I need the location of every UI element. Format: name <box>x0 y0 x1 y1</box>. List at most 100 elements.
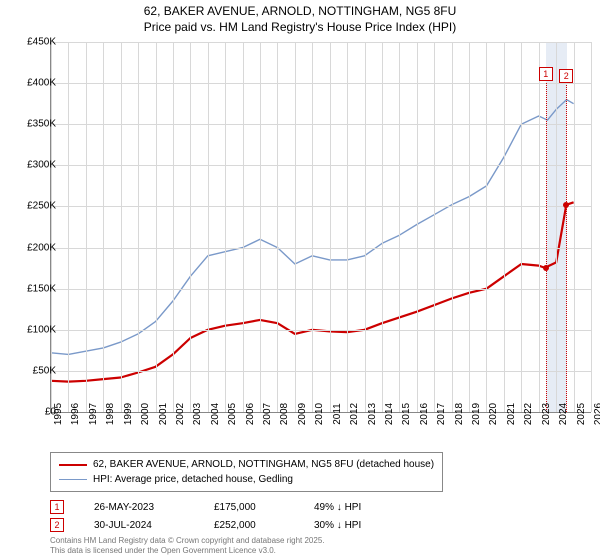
x-axis-label: 2016 <box>419 403 430 425</box>
x-axis-label: 2017 <box>436 403 447 425</box>
gridline-vertical <box>156 42 157 412</box>
chart-svg <box>51 42 591 412</box>
legend-label: HPI: Average price, detached house, Gedl… <box>93 472 293 487</box>
x-axis-label: 2023 <box>541 403 552 425</box>
gridline-horizontal <box>51 206 591 207</box>
gridline-vertical <box>208 42 209 412</box>
gridline-horizontal <box>51 330 591 331</box>
gridline-horizontal <box>51 289 591 290</box>
gridline-vertical <box>277 42 278 412</box>
chart-title-block: 62, BAKER AVENUE, ARNOLD, NOTTINGHAM, NG… <box>0 0 600 35</box>
title-line-2: Price paid vs. HM Land Registry's House … <box>0 20 600 36</box>
x-axis-label: 1997 <box>88 403 99 425</box>
gridline-horizontal <box>51 124 591 125</box>
x-axis-label: 2024 <box>558 403 569 425</box>
x-axis-label: 2011 <box>332 403 343 425</box>
x-axis-label: 2012 <box>349 403 360 425</box>
sale-hpi-diff: 49% ↓ HPI <box>314 502 404 513</box>
x-axis-label: 2021 <box>506 403 517 425</box>
sale-marker-dot <box>543 265 549 271</box>
x-axis-label: 2022 <box>523 403 534 425</box>
chart-plot-area: 12 <box>50 42 591 413</box>
gridline-vertical <box>260 42 261 412</box>
x-axis-label: 2010 <box>314 403 325 425</box>
y-axis-label: £400K <box>27 78 56 89</box>
x-axis-label: 2025 <box>576 403 587 425</box>
gridline-vertical <box>51 42 52 412</box>
sale-price: £175,000 <box>214 502 284 513</box>
sales-table: 1 26-MAY-2023 £175,000 49% ↓ HPI 2 30-JU… <box>50 498 404 534</box>
gridline-vertical <box>539 42 540 412</box>
x-axis-label: 2004 <box>210 403 221 425</box>
gridline-vertical <box>330 42 331 412</box>
y-axis-label: £350K <box>27 119 56 130</box>
attribution-line-2: This data is licensed under the Open Gov… <box>50 546 325 556</box>
gridline-vertical <box>121 42 122 412</box>
sale-row: 1 26-MAY-2023 £175,000 49% ↓ HPI <box>50 498 404 516</box>
x-axis-label: 1995 <box>53 403 64 425</box>
x-axis-label: 2019 <box>471 403 482 425</box>
chart-legend: 62, BAKER AVENUE, ARNOLD, NOTTINGHAM, NG… <box>50 452 443 492</box>
gridline-vertical <box>365 42 366 412</box>
gridline-vertical <box>469 42 470 412</box>
y-axis-label: £250K <box>27 201 56 212</box>
legend-row-price-paid: 62, BAKER AVENUE, ARNOLD, NOTTINGHAM, NG… <box>59 457 434 472</box>
gridline-vertical <box>103 42 104 412</box>
x-axis-label: 2008 <box>279 403 290 425</box>
gridline-vertical <box>173 42 174 412</box>
title-line-1: 62, BAKER AVENUE, ARNOLD, NOTTINGHAM, NG… <box>0 4 600 20</box>
x-axis-label: 2002 <box>175 403 186 425</box>
x-axis-label: 2014 <box>384 403 395 425</box>
legend-row-hpi: HPI: Average price, detached house, Gedl… <box>59 472 434 487</box>
y-axis-label: £100K <box>27 324 56 335</box>
x-axis-label: 2001 <box>158 403 169 425</box>
sale-marker-line <box>566 85 567 412</box>
sale-date: 30-JUL-2024 <box>94 520 184 531</box>
gridline-vertical <box>399 42 400 412</box>
attribution-line-1: Contains HM Land Registry data © Crown c… <box>50 536 325 546</box>
gridline-vertical <box>521 42 522 412</box>
sale-marker-dot <box>563 202 569 208</box>
sale-index-box: 2 <box>50 518 64 532</box>
sale-row: 2 30-JUL-2024 £252,000 30% ↓ HPI <box>50 516 404 534</box>
legend-swatch <box>59 479 87 480</box>
gridline-vertical <box>434 42 435 412</box>
x-axis-label: 1998 <box>105 403 116 425</box>
x-axis-label: 2005 <box>227 403 238 425</box>
gridline-vertical <box>68 42 69 412</box>
y-axis-label: £450K <box>27 37 56 48</box>
sale-hpi-diff: 30% ↓ HPI <box>314 520 404 531</box>
sale-marker-box: 2 <box>559 69 573 83</box>
gridline-horizontal <box>51 248 591 249</box>
gridline-vertical <box>452 42 453 412</box>
x-axis-label: 2007 <box>262 403 273 425</box>
y-axis-label: £50K <box>33 365 56 376</box>
gridline-vertical <box>556 42 557 412</box>
gridline-horizontal <box>51 83 591 84</box>
gridline-vertical <box>347 42 348 412</box>
x-axis-label: 2009 <box>297 403 308 425</box>
x-axis-label: 1996 <box>70 403 81 425</box>
gridline-vertical <box>190 42 191 412</box>
sale-marker-box: 1 <box>539 67 553 81</box>
gridline-horizontal <box>51 165 591 166</box>
gridline-vertical <box>382 42 383 412</box>
gridline-vertical <box>138 42 139 412</box>
y-axis-label: £150K <box>27 283 56 294</box>
x-axis-label: 1999 <box>123 403 134 425</box>
y-axis-label: £200K <box>27 242 56 253</box>
gridline-vertical <box>591 42 592 412</box>
x-axis-label: 2000 <box>140 403 151 425</box>
y-axis-label: £300K <box>27 160 56 171</box>
sale-marker-line <box>546 83 547 412</box>
x-axis-label: 2015 <box>401 403 412 425</box>
gridline-horizontal <box>51 371 591 372</box>
legend-label: 62, BAKER AVENUE, ARNOLD, NOTTINGHAM, NG… <box>93 457 434 472</box>
x-axis-label: 2013 <box>367 403 378 425</box>
gridline-vertical <box>504 42 505 412</box>
sale-index-box: 1 <box>50 500 64 514</box>
gridline-vertical <box>312 42 313 412</box>
x-axis-label: 2006 <box>245 403 256 425</box>
attribution-text: Contains HM Land Registry data © Crown c… <box>50 536 325 555</box>
gridline-vertical <box>295 42 296 412</box>
